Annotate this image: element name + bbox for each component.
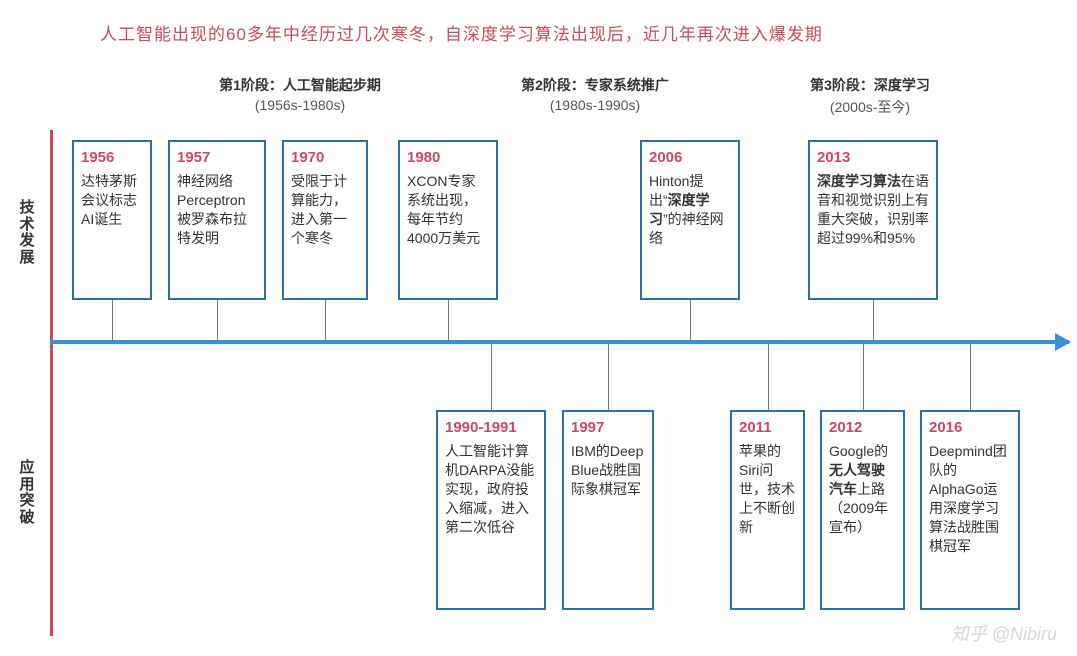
- vlabel-app: 应用突破: [18, 460, 36, 526]
- vertical-axis: [50, 130, 53, 636]
- card-year: 2013: [817, 148, 929, 168]
- card-text: 苹果的Siri问世，技术上不断创新: [739, 442, 796, 536]
- card-year: 1980: [407, 148, 489, 168]
- phase-name: 第3阶段：深度学习: [760, 75, 980, 95]
- tech-card: 2013 深度学习算法在语音和视觉识别上有重大突破，识别率超过99%和95%: [808, 140, 938, 300]
- card-year: 2012: [829, 418, 896, 438]
- phase-period: (1980s-1990s): [480, 97, 710, 113]
- card-year: 1957: [177, 148, 257, 168]
- card-text: 深度学习算法在语音和视觉识别上有重大突破，识别率超过99%和95%: [817, 172, 929, 248]
- card-year: 2006: [649, 148, 731, 168]
- card-text: 神经网络Perceptron被罗森布拉特发明: [177, 172, 257, 248]
- phase-label: 第2阶段：专家系统推广 (1980s-1990s): [480, 75, 710, 113]
- phase-label: 第1阶段：人工智能起步期 (1956s-1980s): [160, 75, 440, 113]
- connector: [491, 344, 492, 410]
- card-text: 达特茅斯会议标志AI诞生: [81, 172, 143, 229]
- phase-name: 第1阶段：人工智能起步期: [160, 75, 440, 95]
- app-card: 1990-1991 人工智能计算机DARPA没能实现，政府投入缩减，进入第二次低谷: [436, 410, 546, 610]
- card-year: 1990-1991: [445, 418, 537, 438]
- card-text: IBM的Deep Blue战胜国际象棋冠军: [571, 442, 645, 499]
- connector: [690, 300, 691, 340]
- tech-card: 1956 达特茅斯会议标志AI诞生: [72, 140, 152, 300]
- connector: [970, 344, 971, 410]
- tech-card: 1980 XCON专家系统出现，每年节约4000万美元: [398, 140, 498, 300]
- card-year: 2016: [929, 418, 1011, 438]
- card-text: XCON专家系统出现，每年节约4000万美元: [407, 172, 489, 248]
- connector: [873, 300, 874, 340]
- card-text: Deepmind团队的AlphaGo运用深度学习算法战胜围棋冠军: [929, 442, 1011, 555]
- card-year: 1956: [81, 148, 143, 168]
- app-card: 2011 苹果的Siri问世，技术上不断创新: [730, 410, 805, 610]
- phase-name: 第2阶段：专家系统推广: [480, 75, 710, 95]
- card-year: 1997: [571, 418, 645, 438]
- horizontal-axis: [50, 340, 1069, 344]
- connector: [608, 344, 609, 410]
- card-text: 人工智能计算机DARPA没能实现，政府投入缩减，进入第二次低谷: [445, 442, 537, 536]
- phase-period: (1956s-1980s): [160, 97, 440, 113]
- connector: [448, 300, 449, 340]
- connector: [217, 300, 218, 340]
- vlabel-tech: 技术发展: [18, 200, 36, 266]
- card-year: 2011: [739, 418, 796, 438]
- page-title: 人工智能出现的60多年中经历过几次寒冬，自深度学习算法出现后，近几年再次进入爆发…: [100, 20, 1037, 45]
- app-card: 2016 Deepmind团队的AlphaGo运用深度学习算法战胜围棋冠军: [920, 410, 1020, 610]
- connector: [768, 344, 769, 410]
- card-year: 1970: [291, 148, 359, 168]
- phase-label: 第3阶段：深度学习(2000s-至今): [760, 75, 980, 117]
- app-card: 2012 Google的无人驾驶汽车上路（2009年宣布）: [820, 410, 905, 610]
- tech-card: 1970 受限于计算能力，进入第一个寒冬: [282, 140, 368, 300]
- tech-card: 1957 神经网络Perceptron被罗森布拉特发明: [168, 140, 266, 300]
- card-text: Google的无人驾驶汽车上路（2009年宣布）: [829, 442, 896, 536]
- app-card: 1997 IBM的Deep Blue战胜国际象棋冠军: [562, 410, 654, 610]
- connector: [863, 344, 864, 410]
- phase-period: (2000s-至今): [760, 97, 980, 117]
- watermark: 知乎 @Nibiru: [951, 620, 1057, 646]
- card-text: Hinton提出“深度学习”的神经网络: [649, 172, 731, 248]
- tech-card: 2006 Hinton提出“深度学习”的神经网络: [640, 140, 740, 300]
- card-text: 受限于计算能力，进入第一个寒冬: [291, 172, 359, 248]
- connector: [112, 300, 113, 340]
- connector: [325, 300, 326, 340]
